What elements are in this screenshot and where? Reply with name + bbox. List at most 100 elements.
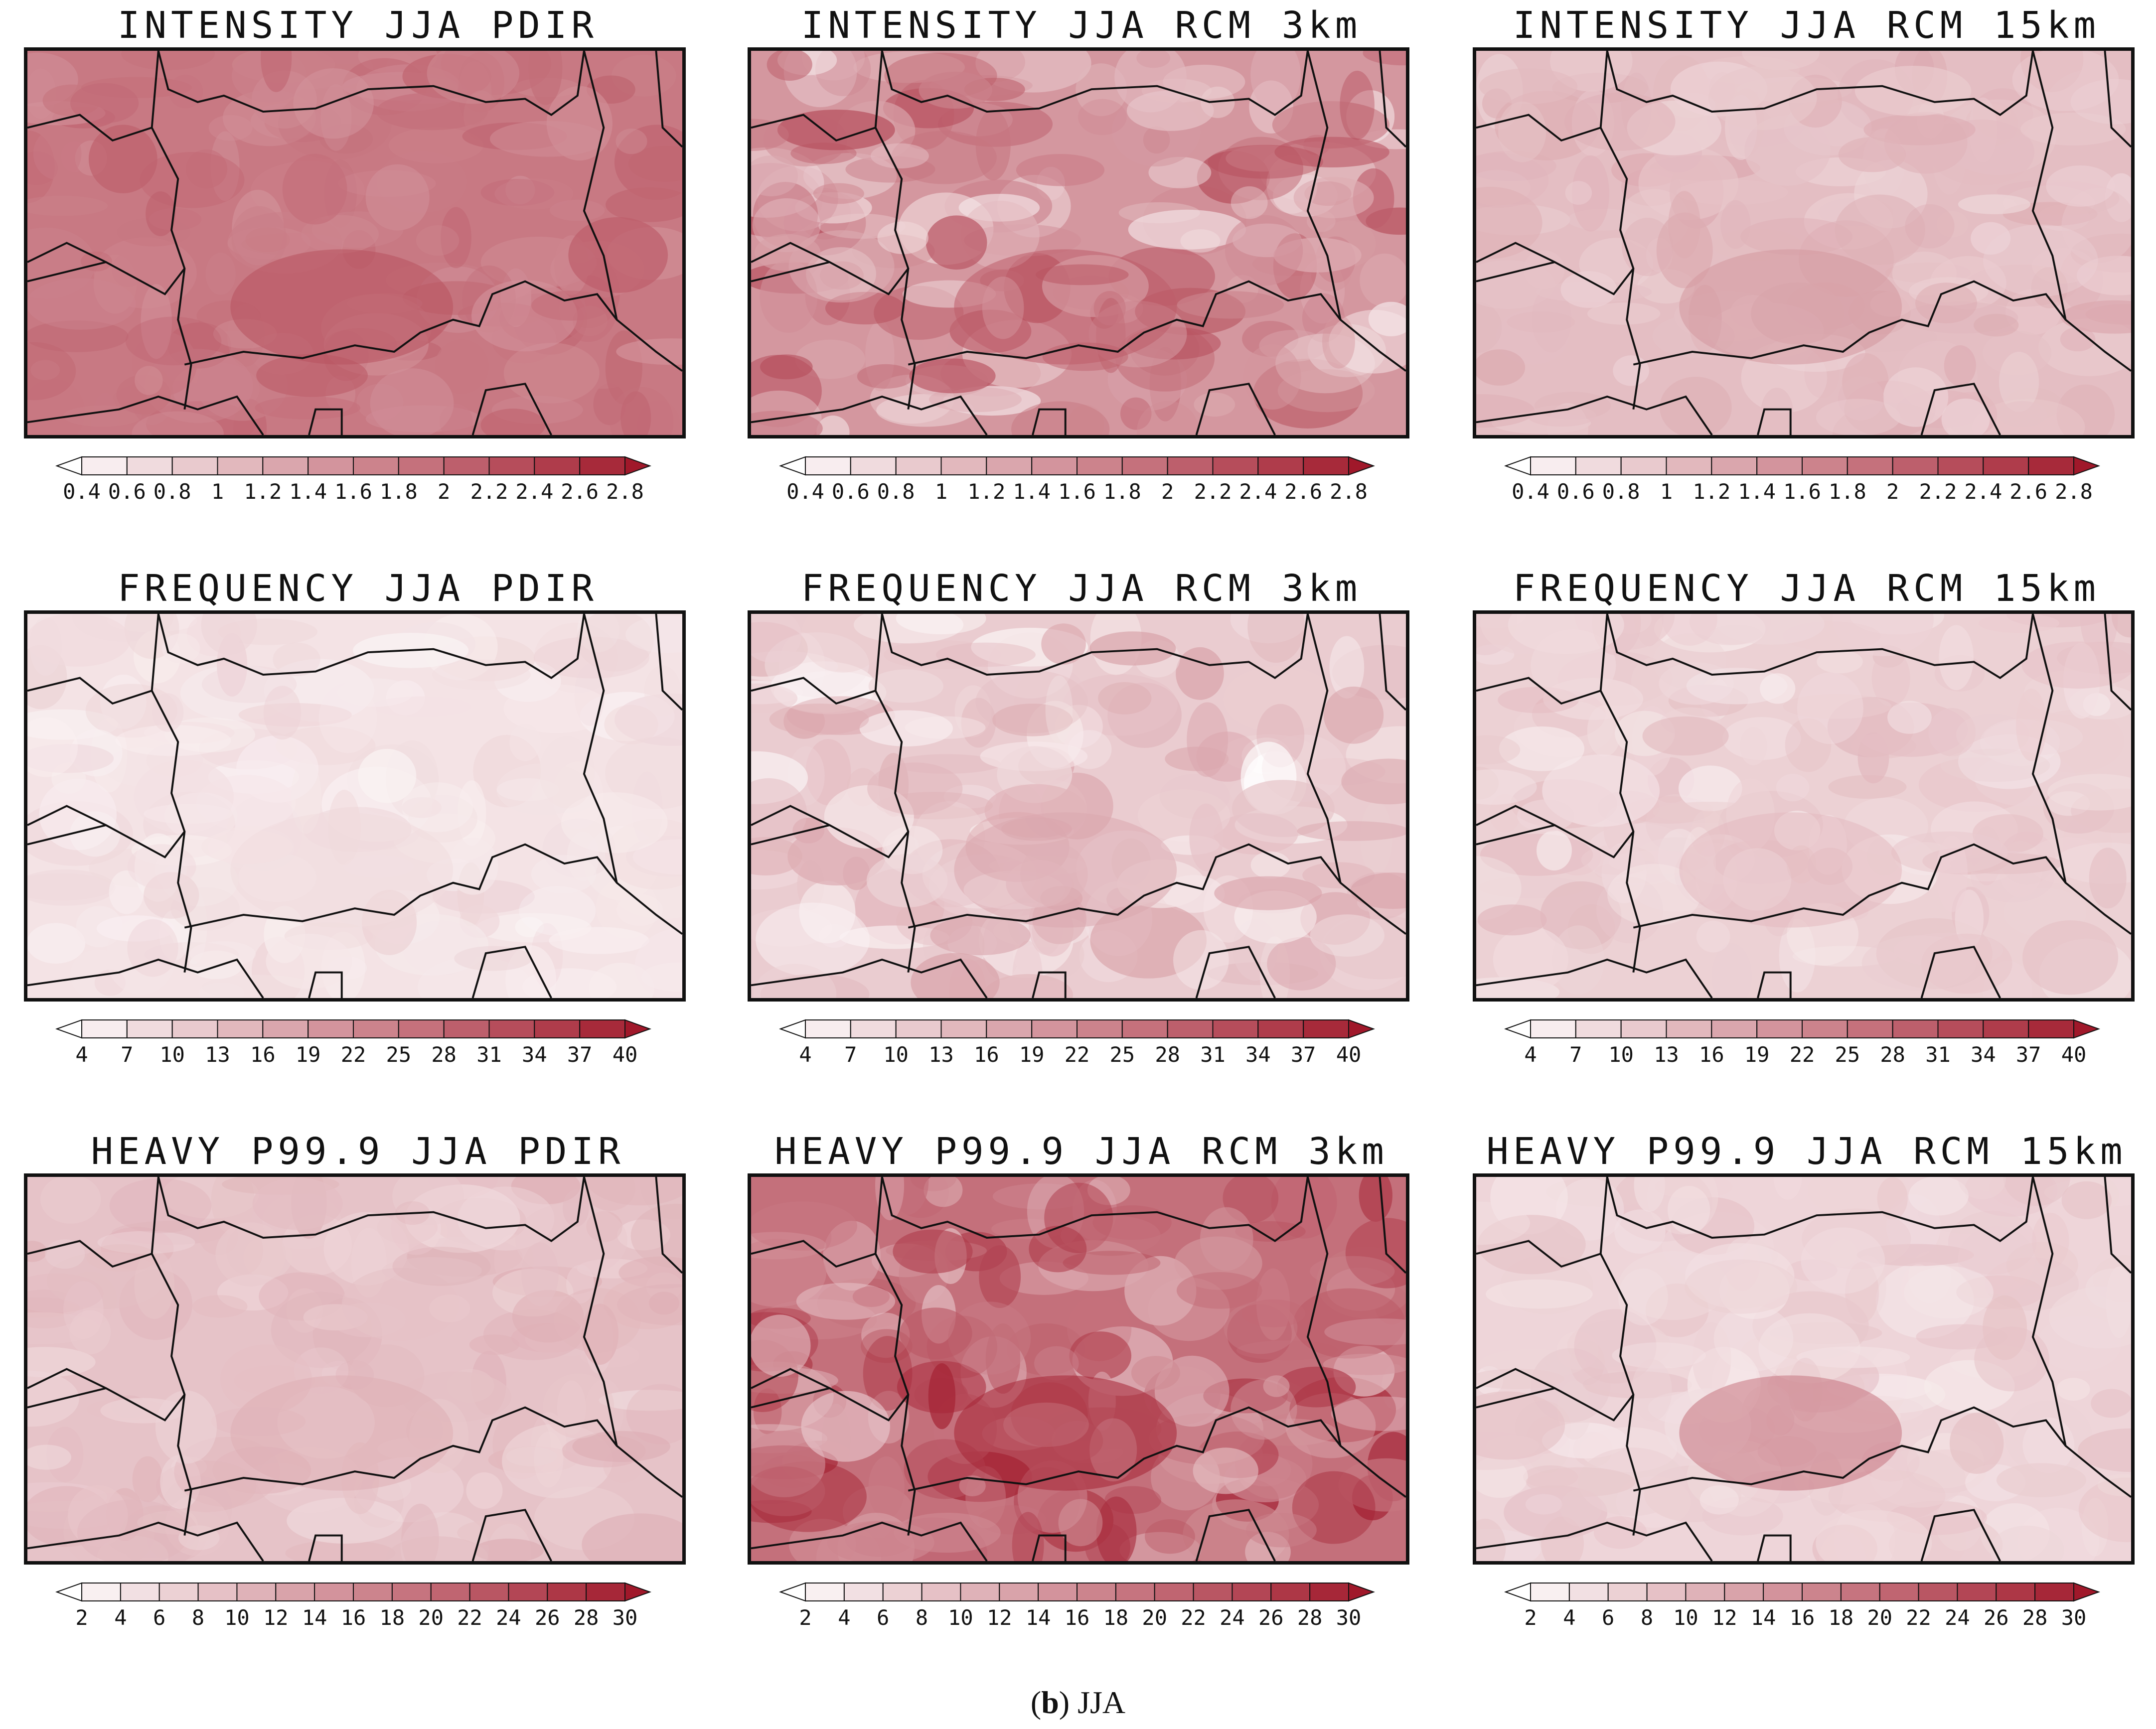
- colorbar-bin: [1996, 1583, 2036, 1601]
- colorbar-bin: [1711, 456, 1758, 475]
- colorbar-tick-label: 28: [1880, 1042, 1905, 1067]
- field-patch: [311, 211, 404, 248]
- colorbar-bin: [55, 1019, 82, 1039]
- field-patch: [1613, 355, 1650, 386]
- colorbar-bin: [1840, 1583, 1880, 1601]
- field-hotspot: [230, 1375, 454, 1491]
- field-patch: [1783, 694, 1892, 719]
- colorbar-tick-label: 30: [612, 1605, 638, 1630]
- colorbar-bin: [308, 1019, 354, 1038]
- colorbar-bin: [940, 1019, 987, 1038]
- field-patch: [625, 615, 682, 653]
- field-patch: [266, 933, 352, 989]
- colorbar-bin: [805, 1019, 851, 1038]
- field-patch: [1740, 218, 1853, 255]
- field-patch: [1098, 682, 1152, 715]
- colorbar-tick-label: 28: [1155, 1042, 1180, 1067]
- field-patch: [813, 183, 864, 204]
- field-patch: [1574, 1309, 1657, 1384]
- field-patch: [801, 1391, 890, 1462]
- country-border: [881, 614, 1309, 679]
- field-patch: [27, 1371, 79, 1427]
- field-patch: [1773, 1177, 1802, 1200]
- field-patch: [1006, 1323, 1085, 1376]
- colorbar-bin: [1892, 456, 1939, 475]
- colorbar-bin: [443, 456, 490, 475]
- field-patch: [68, 1485, 128, 1547]
- field-patch: [519, 885, 596, 936]
- field-patch: [27, 923, 86, 964]
- field-patch: [1971, 222, 2011, 255]
- colorbar-tick-label: 2.8: [2055, 479, 2093, 504]
- field-patch: [1567, 1319, 1671, 1371]
- field-patch: [337, 678, 414, 707]
- colorbar-bin: [1530, 1583, 1570, 1601]
- colorbar: [779, 1582, 1375, 1602]
- colorbar-tick-label: 22: [1789, 1042, 1815, 1067]
- colorbar-bin: [1802, 1019, 1848, 1038]
- field-patch: [1816, 399, 1901, 435]
- field-patch: [376, 92, 488, 131]
- colorbar-bin: [1646, 1583, 1687, 1601]
- colorbar-tick-label: 10: [1608, 1042, 1634, 1067]
- field-patch: [189, 941, 256, 967]
- field-patch: [893, 1229, 973, 1274]
- colorbar-tick-label: 25: [386, 1042, 412, 1067]
- field-patch: [614, 866, 682, 919]
- precipitation-map: [1473, 610, 2135, 1002]
- field-hotspot: [954, 1375, 1177, 1491]
- field-patch: [152, 693, 184, 732]
- field-patch: [505, 175, 535, 204]
- colorbar-tick-label: 26: [534, 1605, 560, 1630]
- field-patch: [753, 964, 837, 998]
- field-hotspot: [230, 249, 454, 365]
- field-patch: [2082, 1498, 2109, 1557]
- field-patch: [1507, 311, 1575, 333]
- colorbar-tick-label: 2: [438, 479, 451, 504]
- field-patch: [27, 1274, 104, 1313]
- colorbar-tick-label: 31: [1925, 1042, 1951, 1067]
- map-panel: FREQUENCY JJA PDIR 4 7 10 13 16 19 22 25 28 31 34 37…: [24, 567, 692, 1116]
- country-border: [1757, 408, 1792, 435]
- country-border: [751, 677, 876, 705]
- field-patch: [1587, 302, 1661, 325]
- colorbar-bin: [262, 456, 309, 475]
- colorbar-bin: [1607, 1583, 1648, 1601]
- field-patch: [1176, 647, 1224, 700]
- colorbar-tick-label: 1.6: [1058, 479, 1096, 504]
- field-patch: [1136, 401, 1199, 435]
- field-patch: [1016, 154, 1105, 186]
- field-patch: [1293, 177, 1374, 219]
- field-patch: [466, 1472, 503, 1509]
- field-patch: [549, 927, 649, 954]
- country-border: [1599, 1177, 1641, 1536]
- field-patch: [751, 683, 798, 714]
- field-patch: [1331, 1396, 1406, 1431]
- colorbar-bin: [1167, 456, 1214, 475]
- panel-title: FREQUENCY JJA PDIR: [118, 567, 598, 610]
- colorbar-bin: [391, 1583, 432, 1601]
- field-patch: [521, 1242, 559, 1306]
- field-patch: [198, 982, 245, 998]
- field-patch: [27, 227, 96, 299]
- field-patch: [1740, 727, 1767, 765]
- colorbar-tick-label: 18: [1828, 1605, 1854, 1630]
- field-patch: [1200, 1207, 1253, 1271]
- field-patch: [1996, 1463, 2087, 1497]
- colorbar-tick-label: 4: [1563, 1605, 1576, 1630]
- field-patch: [911, 953, 1000, 998]
- country-border: [751, 824, 909, 859]
- colorbar-bin: [353, 1019, 399, 1038]
- field-patch: [496, 763, 591, 816]
- field-patch: [870, 143, 929, 169]
- field-patch: [1148, 1278, 1230, 1341]
- map-panel: INTENSITY JJA RCM 15km 0.4 0.6 0.8 1 1.2 1.4 1.…: [1473, 4, 2141, 553]
- country-border: [1757, 1534, 1792, 1561]
- field-patch: [1842, 353, 1889, 412]
- field-patch: [256, 354, 368, 397]
- field-patch: [512, 1290, 584, 1343]
- country-border: [751, 114, 876, 142]
- colorbar-bin: [1154, 1583, 1194, 1601]
- field-patch: [1915, 283, 1978, 323]
- colorbar-bin: [275, 1583, 315, 1601]
